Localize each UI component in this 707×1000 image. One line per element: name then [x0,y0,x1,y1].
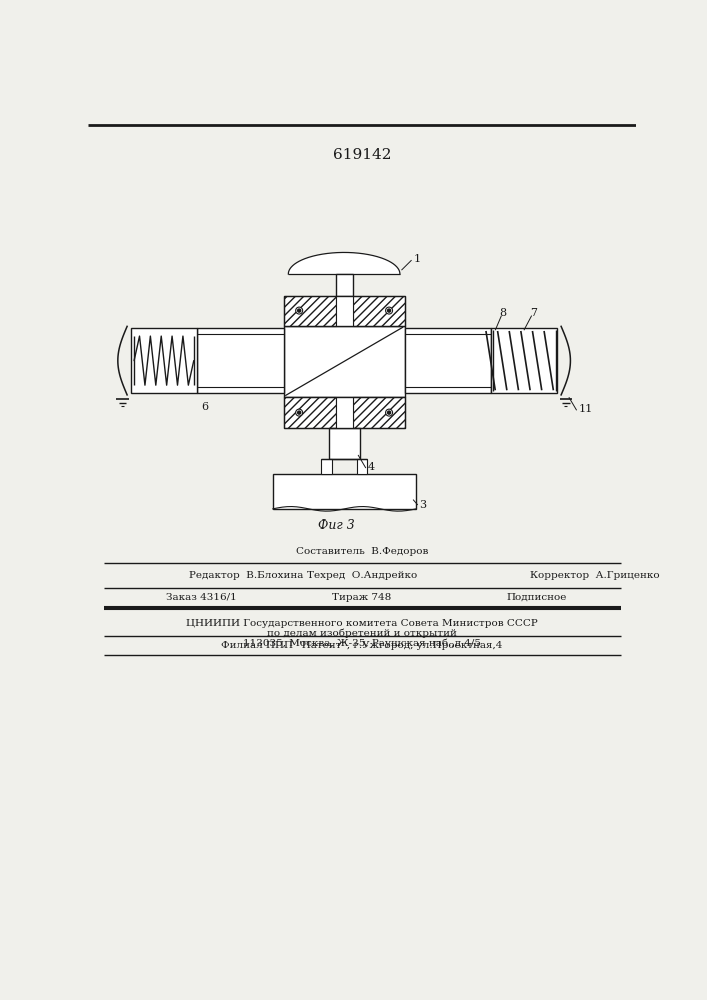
Text: 7: 7 [530,308,537,318]
Text: ЦНИИПИ Государственного комитета Совета Министров СССР: ЦНИИПИ Государственного комитета Совета … [186,619,538,628]
Bar [404,328,491,393]
Text: 8: 8 [499,308,506,318]
Text: Заказ 4316/1: Заказ 4316/1 [166,593,237,602]
Text: Филиал ППП ''Патент'', г.Ужгород, ул.Проектная,4: Филиал ППП ''Патент'', г.Ужгород, ул.Про… [221,641,503,650]
Bar [336,274,353,296]
Bar [284,397,336,428]
Bar [321,459,332,474]
Text: 4: 4 [368,462,375,472]
Text: Редактор  В.Блохина: Редактор В.Блохина [189,571,303,580]
Text: 1: 1 [414,254,421,264]
Text: по делам изобретений и открытий: по делам изобретений и открытий [267,629,457,638]
Bar [356,459,368,474]
Text: 6: 6 [201,402,208,412]
Text: 619142: 619142 [333,148,391,162]
Text: Фиг 3: Фиг 3 [318,519,355,532]
Text: 113035, Москва, Ж-35, Раушская наб.,д.4/5: 113035, Москва, Ж-35, Раушская наб.,д.4/… [243,639,481,648]
Circle shape [385,307,392,314]
Bar [336,296,353,326]
Bar [353,296,404,326]
Bar [273,474,416,509]
Text: Корректор  А.Гриценко: Корректор А.Гриценко [530,571,660,580]
Polygon shape [288,252,400,274]
Circle shape [296,307,303,314]
Text: Тираж 748: Тираж 748 [332,593,392,602]
Text: Техред  О.Андрейко: Техред О.Андрейко [307,571,417,580]
Circle shape [387,309,391,312]
Circle shape [387,411,391,414]
Circle shape [298,309,300,312]
Bar [329,428,360,459]
Circle shape [296,409,303,416]
Bar [284,397,404,428]
Text: Подписное: Подписное [507,593,567,602]
Bar [131,328,197,393]
Bar [353,397,404,428]
Bar [284,296,404,326]
Bar [197,328,284,393]
Circle shape [298,411,300,414]
Bar [491,328,557,393]
Bar [284,296,336,326]
Text: 11: 11 [578,404,592,414]
Bar [336,397,353,428]
Bar [284,326,404,397]
Text: 3: 3 [419,500,426,510]
Text: Составитель  В.Федоров: Составитель В.Федоров [296,547,428,556]
Circle shape [385,409,392,416]
